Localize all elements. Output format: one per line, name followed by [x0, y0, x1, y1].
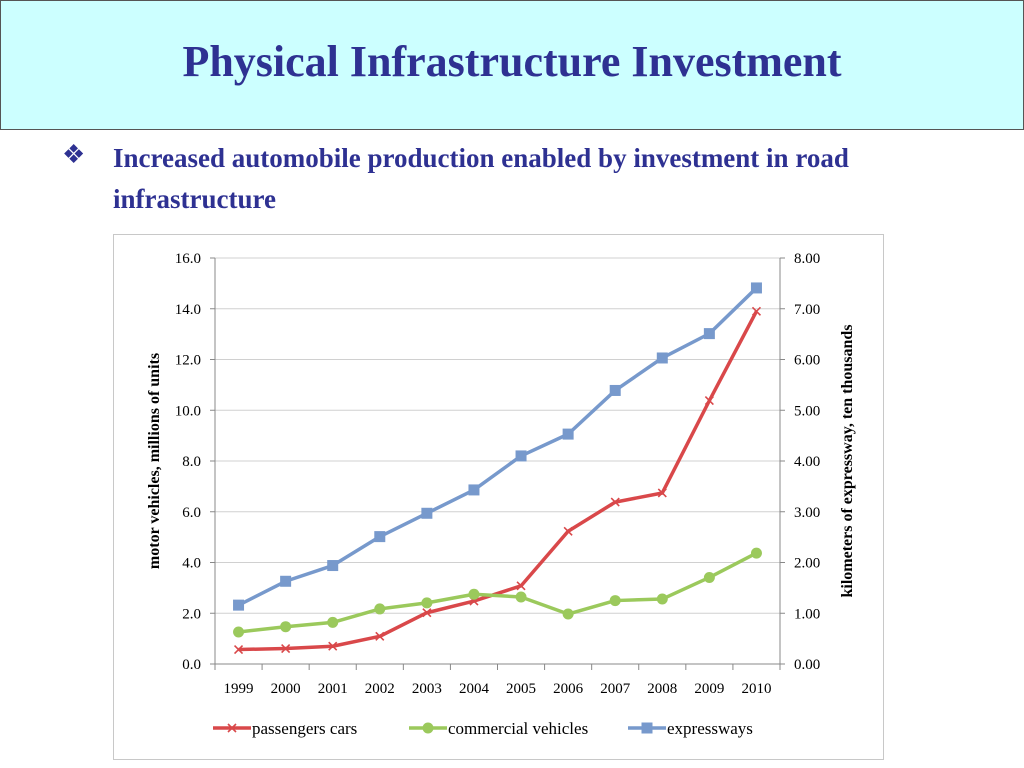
- x-tick-label: 2003: [412, 681, 442, 697]
- series-line-commercial-vehicles: [238, 551, 758, 634]
- data-point-passengers-cars: [704, 396, 714, 406]
- x-tick-label: 2009: [694, 681, 724, 697]
- data-point-commercial-vehicles: [515, 591, 527, 603]
- data-point-passengers-cars: [422, 608, 432, 618]
- y-tick-label: 6.0: [182, 505, 201, 521]
- y-axis-title: motor vehicles, millions of units: [146, 353, 163, 569]
- y-tick-label: 14.0: [175, 302, 201, 318]
- data-point-expressways: [703, 328, 715, 340]
- data-point-passengers-cars: [751, 306, 762, 316]
- data-point-passengers-cars: [281, 643, 291, 654]
- y-tick-label: 10.0: [175, 403, 201, 419]
- x-tick-label: 2000: [271, 681, 301, 697]
- data-point-commercial-vehicles: [656, 593, 668, 605]
- four-diamond-bullet-icon: ❖: [62, 140, 86, 169]
- data-point-commercial-vehicles: [421, 597, 433, 609]
- data-point-passengers-cars: [375, 631, 385, 641]
- y2-axis-title: kilometers of expressway, ten thousands: [839, 324, 856, 597]
- y-tick-label: 16.0: [175, 251, 201, 267]
- data-point-expressways: [515, 450, 527, 462]
- y-tick-label: 0.0: [182, 657, 201, 673]
- data-point-commercial-vehicles: [468, 588, 480, 600]
- data-point-expressways: [233, 599, 245, 611]
- x-tick-label: 2010: [741, 681, 771, 697]
- y2-tick-label: 5.00: [794, 403, 820, 419]
- series-line-passengers-cars: [238, 310, 759, 652]
- data-point-passengers-cars: [516, 581, 526, 591]
- y2-tick-label: 0.00: [794, 657, 820, 673]
- data-point-commercial-vehicles: [562, 608, 574, 620]
- y-tick-label: 12.0: [175, 353, 201, 369]
- data-point-commercial-vehicles: [233, 626, 245, 638]
- data-point-commercial-vehicles: [609, 595, 621, 607]
- data-point-passengers-cars: [328, 641, 338, 651]
- y2-tick-label: 8.00: [794, 251, 820, 267]
- data-point-expressways: [280, 575, 292, 587]
- data-point-expressways: [374, 531, 386, 543]
- legend-marker-commercial-vehicles: [422, 722, 434, 734]
- y-tick-label: 8.0: [182, 454, 201, 470]
- legend-label-expressways: expressways: [667, 719, 753, 738]
- data-point-expressways: [750, 282, 762, 294]
- data-point-expressways: [327, 560, 339, 572]
- legend-marker-expressways: [641, 722, 653, 734]
- y2-tick-label: 3.00: [794, 505, 820, 521]
- legend-label-passengers-cars: passengers cars: [252, 719, 357, 738]
- legend-marker-passengers-cars: [227, 723, 237, 733]
- x-tick-label: 2008: [647, 681, 677, 697]
- title-banner: [0, 0, 1024, 130]
- data-point-commercial-vehicles: [327, 616, 339, 628]
- y2-tick-label: 6.00: [794, 353, 820, 369]
- y2-tick-label: 1.00: [794, 606, 820, 622]
- data-point-expressways: [609, 384, 621, 396]
- y-tick-label: 2.0: [182, 606, 201, 622]
- data-point-expressways: [656, 352, 668, 364]
- data-point-commercial-vehicles: [280, 621, 292, 633]
- data-point-expressways: [468, 484, 480, 496]
- x-tick-label: 2005: [506, 681, 536, 697]
- data-point-expressways: [562, 428, 574, 440]
- y2-tick-label: 2.00: [794, 556, 820, 572]
- series-line-expressways: [237, 286, 758, 607]
- x-tick-label: 2001: [318, 681, 348, 697]
- x-tick-label: 2002: [365, 681, 395, 697]
- data-point-passengers-cars: [233, 644, 244, 655]
- data-point-commercial-vehicles: [750, 547, 762, 559]
- legend-label-commercial-vehicles: commercial vehicles: [448, 719, 588, 738]
- data-point-passengers-cars: [610, 497, 620, 507]
- data-point-commercial-vehicles: [374, 603, 386, 615]
- x-tick-label: 1999: [224, 681, 254, 697]
- x-tick-label: 2004: [459, 681, 490, 697]
- data-point-expressways: [421, 507, 433, 519]
- data-point-commercial-vehicles: [703, 571, 715, 583]
- chart-frame: [113, 234, 884, 760]
- x-tick-label: 2006: [553, 681, 584, 697]
- data-point-passengers-cars: [657, 488, 667, 498]
- data-point-passengers-cars: [563, 526, 573, 536]
- bullet-text: Increased automobile production enabled …: [113, 143, 849, 214]
- y-tick-label: 4.0: [182, 556, 201, 572]
- y2-tick-label: 4.00: [794, 454, 820, 470]
- y2-tick-label: 7.00: [794, 302, 820, 318]
- slide-title: Physical Infrastructure Investment: [182, 37, 842, 86]
- x-tick-label: 2007: [600, 681, 631, 697]
